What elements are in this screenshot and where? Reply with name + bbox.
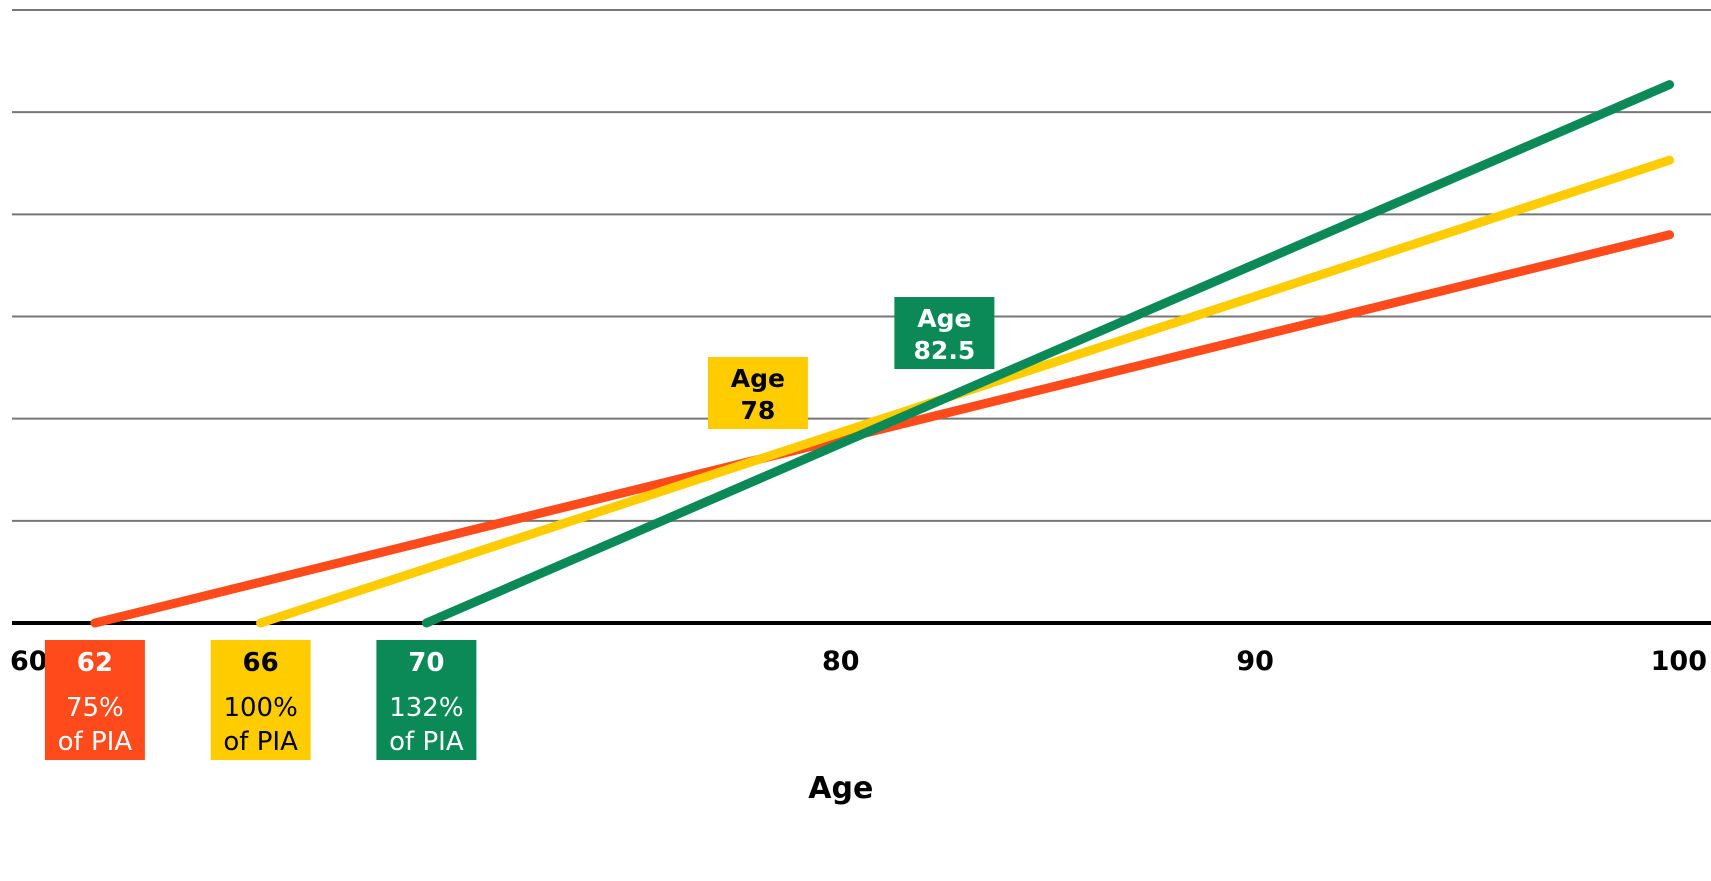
crossover-label-line2: 78 [741,396,776,425]
claim-box-62: 62 75% of PIA [44,640,145,760]
series-lines [90,80,1675,628]
x-tick-label: 100 [1651,646,1707,677]
x-tick-label: 60 [10,646,48,677]
claim-age-label: 62 [77,648,113,678]
x-tick-label: 90 [1236,646,1274,677]
gridlines [12,9,1711,522]
crossover-label-78: Age 78 [707,357,808,429]
crossover-box-bg [707,357,808,429]
claim-box-70: 70 132% of PIA [376,640,477,760]
pia-percent-label: 100% [223,693,297,723]
pia-percent-label: 75% [66,693,124,723]
pia-percent-label: 132% [389,693,463,723]
claim-age-boxes: 62 75% of PIA 66 100% of PIA 70 132% of PIA [44,640,477,760]
pia-label: of PIA [389,727,464,757]
x-tick-labels: 60 80 90 100 [10,646,1707,677]
crossover-label-line2: 82.5 [914,336,976,365]
crossover-label-line1: Age [731,364,785,393]
claim-age-label: 70 [408,648,444,678]
pia-label: of PIA [223,727,298,757]
crossover-label-82.5: Age 82.5 [894,297,995,369]
crossover-box-bg [894,297,995,369]
claim-box-bg [44,640,145,760]
claim-box-bg [376,640,477,760]
claim-box-66: 66 100% of PIA [210,640,311,760]
break-even-annotations: Age 78 Age 82.5 [707,297,995,429]
crossover-label-line1: Age [917,304,971,333]
claim-box-bg [210,640,311,760]
claim-age-label: 66 [243,648,279,678]
series-line-70 [421,80,1675,628]
x-tick-label: 80 [822,646,860,677]
x-axis-title: Age [808,771,873,806]
pia-label: of PIA [58,727,133,757]
